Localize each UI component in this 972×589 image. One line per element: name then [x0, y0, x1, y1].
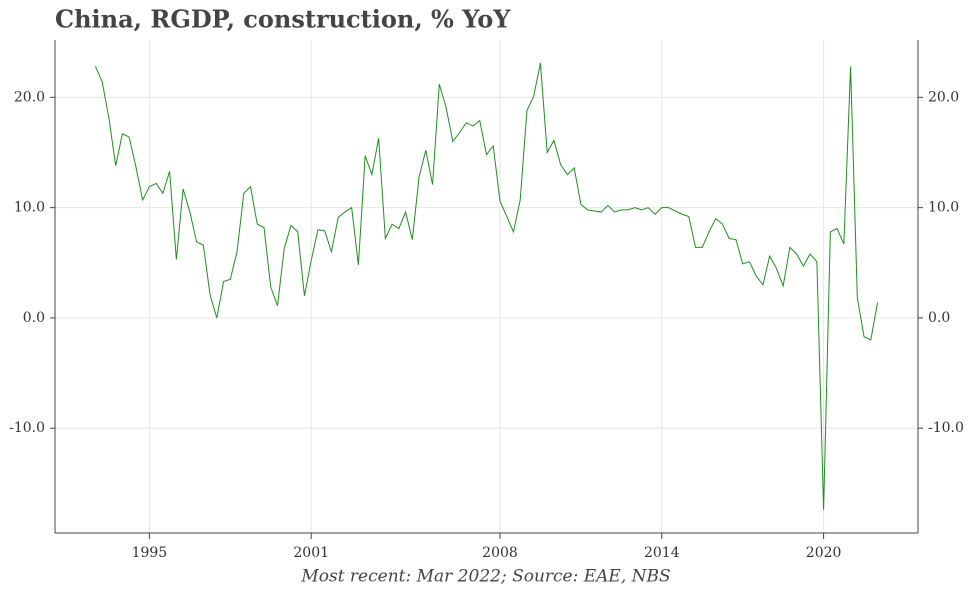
- y2-tick-label: 20.0: [928, 89, 959, 105]
- y2-tick-label: 10.0: [928, 200, 959, 216]
- chart-title: China, RGDP, construction, % YoY: [55, 5, 511, 34]
- x-tick-label: 2001: [293, 545, 329, 561]
- y-tick-label: 0.0: [23, 310, 45, 326]
- x-tick-label: 2014: [644, 545, 680, 561]
- y-tick-label: 10.0: [14, 200, 45, 216]
- data-line: [94, 63, 879, 510]
- y-tick-label: -10.0: [9, 420, 45, 436]
- y2-tick-label: 0.0: [928, 310, 950, 326]
- x-tick-label: 1995: [132, 545, 168, 561]
- caption: Most recent: Mar 2022; Source: EAE, NBS: [300, 567, 670, 587]
- x-tick-label: 2020: [806, 545, 842, 561]
- y-tick-label: 20.0: [14, 89, 45, 105]
- y2-tick-label: -10.0: [928, 420, 964, 436]
- x-tick-label: 2008: [482, 545, 518, 561]
